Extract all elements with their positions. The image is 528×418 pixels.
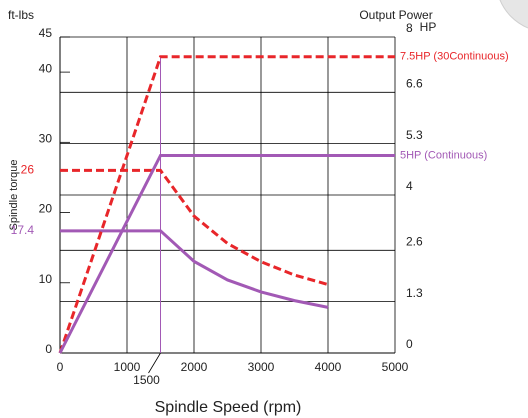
y2-tick-label: 5.3 xyxy=(406,128,423,142)
series-label: 7.5HP (30Continuous) xyxy=(400,51,509,63)
y2-tick-label: 4 xyxy=(406,179,413,193)
y-unit: ft-lbs xyxy=(8,8,34,22)
y-axis-title: Spindle torque xyxy=(8,160,20,231)
x-tick-label: 4000 xyxy=(315,360,342,374)
x-marker-label: 1500 xyxy=(133,373,160,387)
series-line xyxy=(60,229,329,309)
y-marker-label: 17.4 xyxy=(11,223,35,237)
y2-tick-label: 1.3 xyxy=(406,286,423,300)
y-tick-label: 10 xyxy=(39,272,53,286)
y2-title: Output Power xyxy=(359,8,432,22)
y-tick-label: 40 xyxy=(39,61,53,75)
series-line xyxy=(58,55,395,354)
y2-tick-label: 6.6 xyxy=(406,76,423,90)
y2-tick-label: 8 xyxy=(406,21,413,35)
y-tick-label: 20 xyxy=(39,202,53,216)
x-tick-label: 5000 xyxy=(382,360,409,374)
y2-tick-label: 0 xyxy=(406,337,413,351)
series-label: 5HP (Continuous) xyxy=(400,149,487,161)
y2-unit: HP xyxy=(420,20,437,34)
series-line xyxy=(58,154,395,354)
y-tick-label: 45 xyxy=(39,26,53,40)
y-tick-label: 0 xyxy=(45,342,52,356)
x-marker-pointer xyxy=(148,352,161,374)
y2-tick-label: 2.6 xyxy=(406,234,423,248)
y-tick-label: 30 xyxy=(39,132,53,146)
series-line xyxy=(60,168,329,286)
x-axis-title: Spindle Speed (rpm) xyxy=(155,399,302,416)
x-tick-label: 0 xyxy=(57,360,64,374)
y-marker-label: 26 xyxy=(21,163,35,177)
x-tick-label: 3000 xyxy=(248,360,275,374)
x-tick-label: 2000 xyxy=(181,360,208,374)
x-tick-label: 1000 xyxy=(114,360,141,374)
decoration xyxy=(499,0,528,29)
